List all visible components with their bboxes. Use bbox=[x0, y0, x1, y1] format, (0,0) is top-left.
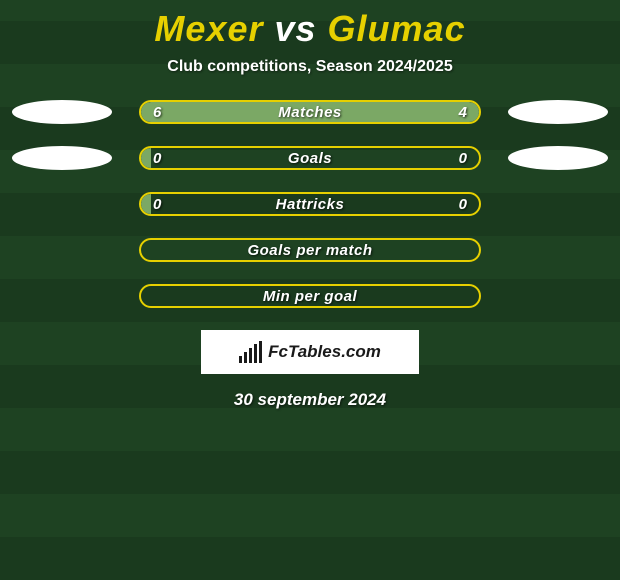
stat-label: Min per goal bbox=[263, 288, 357, 305]
stat-row: Goals per match bbox=[0, 238, 620, 262]
stat-value-left: 6 bbox=[153, 104, 161, 121]
player1-marker bbox=[12, 100, 112, 124]
stat-label: Goals per match bbox=[247, 242, 372, 259]
stat-value-right: 4 bbox=[459, 104, 467, 121]
stat-fill-left bbox=[141, 148, 151, 168]
player2-name: Glumac bbox=[328, 8, 466, 49]
subtitle: Club competitions, Season 2024/2025 bbox=[167, 58, 452, 76]
comparison-card: Mexer vs Glumac Club competitions, Seaso… bbox=[0, 0, 620, 580]
logo-text: FcTables.com bbox=[268, 342, 381, 362]
stat-row: 6 Matches 4 bbox=[0, 100, 620, 124]
stat-value-left: 0 bbox=[153, 196, 161, 213]
source-logo: FcTables.com bbox=[201, 330, 419, 374]
stat-fill-left bbox=[141, 194, 151, 214]
stat-row: 0 Hattricks 0 bbox=[0, 192, 620, 216]
stat-label: Goals bbox=[288, 150, 332, 167]
page-title: Mexer vs Glumac bbox=[154, 8, 465, 50]
player2-marker bbox=[508, 146, 608, 170]
stat-value-left: 0 bbox=[153, 150, 161, 167]
stats-list: 6 Matches 4 0 Goals 0 0 Hattricks 0 Goals per mat… bbox=[0, 100, 620, 308]
stat-value-right: 0 bbox=[459, 150, 467, 167]
stat-bar: 0 Goals 0 bbox=[139, 146, 481, 170]
stat-bar: Goals per match bbox=[139, 238, 481, 262]
stat-label: Hattricks bbox=[276, 196, 345, 213]
date-label: 30 september 2024 bbox=[234, 390, 386, 410]
player1-name: Mexer bbox=[154, 8, 263, 49]
player2-marker bbox=[508, 100, 608, 124]
stat-bar: 6 Matches 4 bbox=[139, 100, 481, 124]
stat-label: Matches bbox=[278, 104, 342, 121]
stat-bar: 0 Hattricks 0 bbox=[139, 192, 481, 216]
vs-label: vs bbox=[274, 8, 316, 49]
player1-marker bbox=[12, 146, 112, 170]
stat-bar: Min per goal bbox=[139, 284, 481, 308]
stat-row: Min per goal bbox=[0, 284, 620, 308]
stat-row: 0 Goals 0 bbox=[0, 146, 620, 170]
stat-value-right: 0 bbox=[459, 196, 467, 213]
chart-icon bbox=[239, 341, 262, 363]
